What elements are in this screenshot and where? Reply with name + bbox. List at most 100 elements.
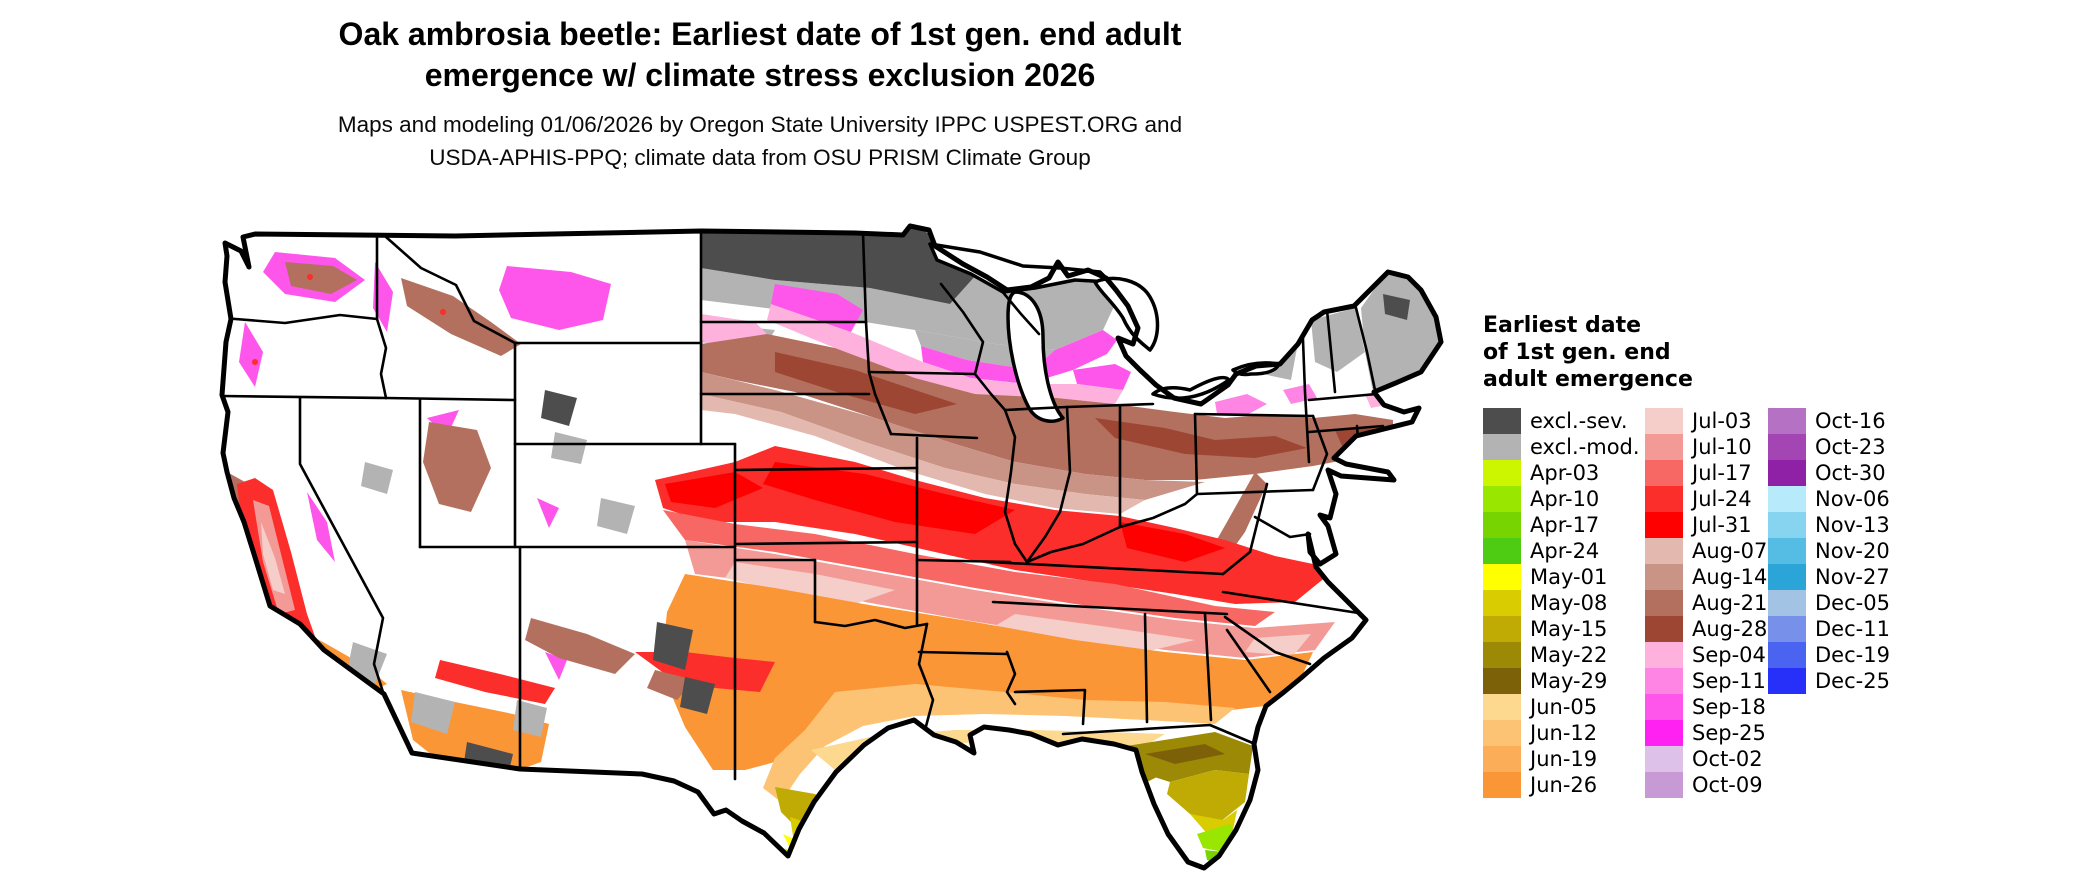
map-region-Aug-14 <box>701 372 1205 500</box>
map-region-excl.-mod. <box>597 498 635 534</box>
legend-color-swatch <box>1645 720 1683 746</box>
legend-row: May-29 <box>1483 668 1645 694</box>
legend-color-swatch <box>1483 642 1521 668</box>
legend-color-swatch <box>1645 642 1683 668</box>
legend-title: Earliest date of 1st gen. end adult emer… <box>1483 313 1693 392</box>
legend-label: Dec-05 <box>1815 591 1890 615</box>
map-region-Aug-21 <box>525 618 635 674</box>
legend-row: Sep-11 <box>1645 668 1768 694</box>
figure-title: Oak ambrosia beetle: Earliest date of 1s… <box>190 14 1330 96</box>
map-region-Jul-17 <box>663 510 1275 626</box>
map-region-May-15 <box>1167 770 1249 822</box>
map-region-excl.-sev. <box>680 677 715 714</box>
map-region-Sep-18 <box>537 498 559 528</box>
legend-label: Jun-12 <box>1530 721 1598 745</box>
map-region-excl.-mod. <box>411 692 455 734</box>
map-region-Apr-03 <box>1224 869 1230 875</box>
map-region-Aug-21 <box>285 262 357 294</box>
map-region-Aug-21 <box>423 422 491 512</box>
map-region-Jul-24 <box>252 359 258 365</box>
lake-huron <box>1093 276 1160 352</box>
legend-row: Apr-10 <box>1483 486 1645 512</box>
legend-label: Oct-09 <box>1692 773 1763 797</box>
lake-michigan <box>1006 290 1065 423</box>
legend-color-swatch <box>1645 668 1683 694</box>
subtitle-line-1: Maps and modeling 01/06/2026 by Oregon S… <box>337 112 1183 137</box>
map-region-Sep-18 <box>921 330 1117 384</box>
legend-row: Oct-16 <box>1768 408 1903 434</box>
legend-label: Dec-25 <box>1815 669 1890 693</box>
legend-label: Nov-20 <box>1815 539 1890 563</box>
map-region-Sep-18 <box>1073 364 1131 390</box>
legend-row: Dec-11 <box>1768 616 1903 642</box>
legend-row: Jul-24 <box>1645 486 1768 512</box>
legend-label: Jul-10 <box>1692 435 1752 459</box>
map-region-excl.-sev. <box>701 228 977 304</box>
legend-row: Dec-05 <box>1768 590 1903 616</box>
subtitle-line-2: USDA-APHIS-PPQ; climate data from OSU PR… <box>429 145 1091 170</box>
figure-header: Oak ambrosia beetle: Earliest date of 1s… <box>190 14 1330 174</box>
legend-row: Aug-07 <box>1645 538 1768 564</box>
legend-row: Jul-03 <box>1645 408 1768 434</box>
map-region-Jul-10 <box>685 540 1335 658</box>
us-map-svg <box>215 222 1445 892</box>
legend-color-swatch <box>1483 746 1521 772</box>
legend-row: Sep-18 <box>1645 694 1768 720</box>
legend-color-swatch <box>1768 590 1806 616</box>
legend-color-swatch <box>1645 694 1683 720</box>
lake-erie <box>1151 375 1231 400</box>
map-region-Jul-31 <box>665 472 763 508</box>
legend-color-swatch <box>1768 460 1806 486</box>
legend-columns: excl.-sev. excl.-mod. Apr-03 Apr-10 Apr-17 Ap… <box>1483 408 1953 798</box>
map-region-Jul-24 <box>307 274 313 280</box>
map-region-Sep-18 <box>427 410 459 436</box>
legend-color-swatch <box>1768 408 1806 434</box>
legend-row: Jun-26 <box>1483 772 1645 798</box>
map-region-Sep-04 <box>767 304 1123 404</box>
legend-color-swatch <box>1768 668 1806 694</box>
legend-color-swatch <box>1645 512 1683 538</box>
map-region-Jun-12 <box>763 684 1235 802</box>
map-region-May-22 <box>815 746 1163 812</box>
legend-row: Nov-06 <box>1768 486 1903 512</box>
map-region-Aug-21 <box>401 278 521 356</box>
map-region-Sep-18 <box>771 284 863 332</box>
legend-row: Jul-10 <box>1645 434 1768 460</box>
legend-row: Apr-03 <box>1483 460 1645 486</box>
legend-label: Sep-11 <box>1692 669 1766 693</box>
legend-color-swatch <box>1483 668 1521 694</box>
map-region-Jul-03 <box>725 562 895 604</box>
figure-subtitle: Maps and modeling 01/06/2026 by Oregon S… <box>190 108 1330 174</box>
legend-label: Nov-13 <box>1815 513 1890 537</box>
legend-color-swatch <box>1645 460 1683 486</box>
legend-row: Sep-04 <box>1645 642 1768 668</box>
legend-row: Jun-05 <box>1483 694 1645 720</box>
legend-row: Aug-14 <box>1645 564 1768 590</box>
legend-label: Jun-26 <box>1530 773 1598 797</box>
map-region-excl.-mod. <box>1361 274 1441 392</box>
legend-color-swatch <box>1645 590 1683 616</box>
legend-label: Jun-05 <box>1530 695 1598 719</box>
map-region-excl.-mod. <box>513 700 547 737</box>
legend-label: Oct-30 <box>1815 461 1886 485</box>
legend-color-swatch <box>1768 642 1806 668</box>
legend-label: Sep-04 <box>1692 643 1766 667</box>
legend-color-swatch <box>1768 564 1806 590</box>
map-region-excl.-sev. <box>653 622 693 670</box>
lake-superior <box>928 242 1112 294</box>
legend-color-swatch <box>1768 538 1806 564</box>
legend-label: Dec-11 <box>1815 617 1890 641</box>
legend-row: Nov-27 <box>1768 564 1903 590</box>
legend-color-swatch <box>1483 486 1521 512</box>
legend-label: May-15 <box>1530 617 1608 641</box>
legend-label: Jun-19 <box>1530 747 1598 771</box>
legend-row: Sep-25 <box>1645 720 1768 746</box>
legend-row: Oct-23 <box>1768 434 1903 460</box>
legend-row: excl.-mod. <box>1483 434 1645 460</box>
legend-label: Oct-02 <box>1692 747 1763 771</box>
legend-color-swatch <box>1645 408 1683 434</box>
map-region-Sep-18 <box>239 322 263 387</box>
legend-row: Jun-12 <box>1483 720 1645 746</box>
map-region-Aug-28 <box>775 352 957 414</box>
